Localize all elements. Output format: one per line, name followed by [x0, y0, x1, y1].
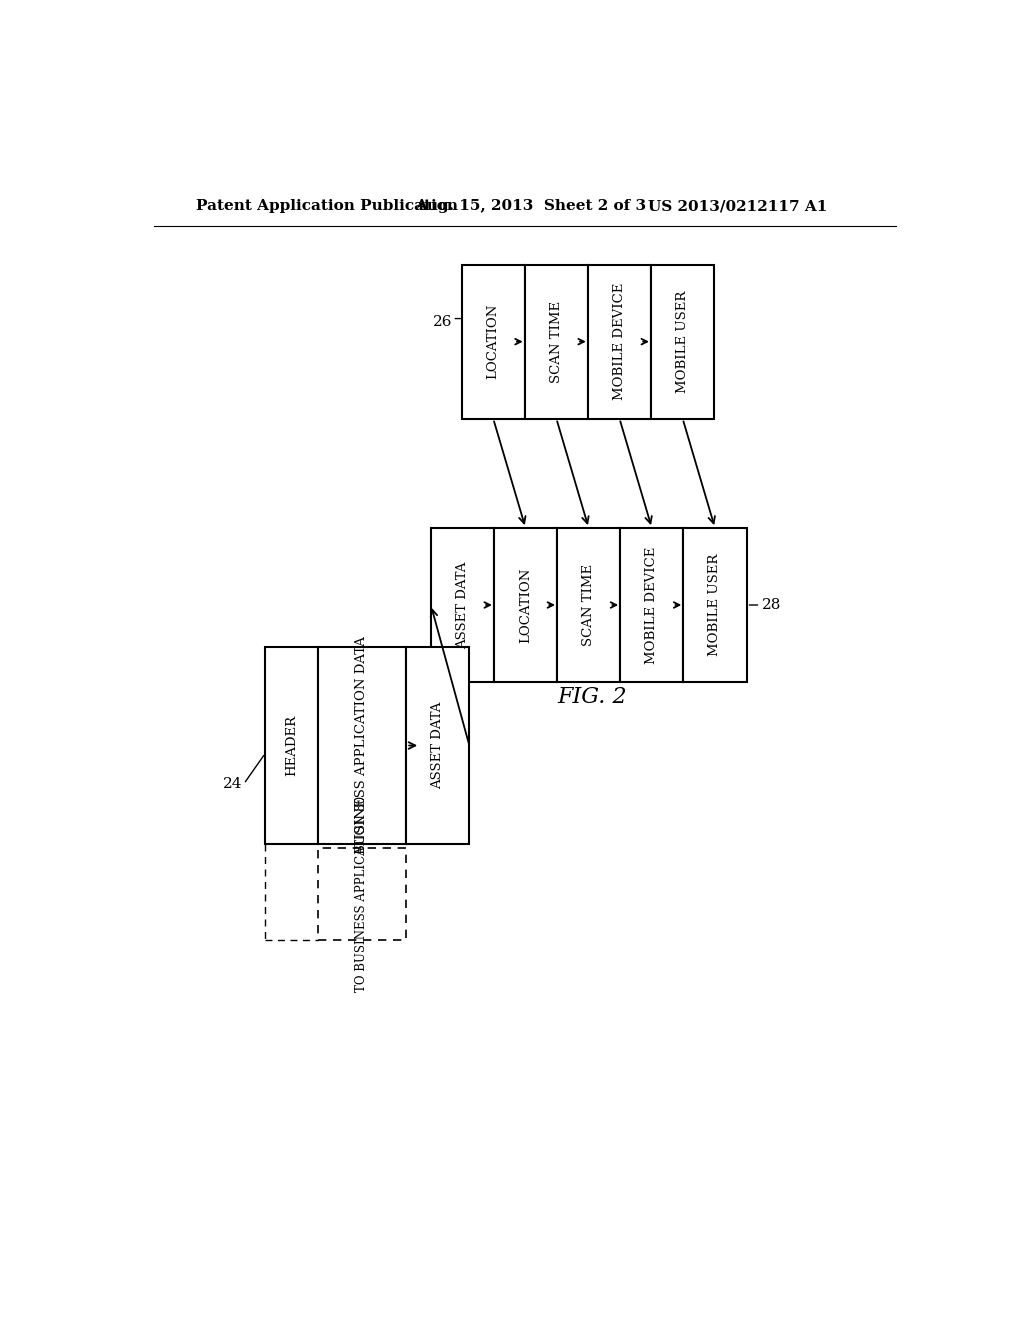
- Bar: [621, 528, 683, 682]
- Text: ASSET DATA: ASSET DATA: [431, 702, 444, 789]
- Text: SCAN TIME: SCAN TIME: [583, 564, 595, 645]
- Text: FIG. 2: FIG. 2: [558, 686, 628, 709]
- Bar: [265, 647, 317, 843]
- Bar: [557, 528, 621, 682]
- Text: ASSET DATA: ASSET DATA: [456, 561, 469, 648]
- Bar: [317, 647, 407, 843]
- Text: LOCATION: LOCATION: [519, 568, 532, 643]
- Text: Patent Application Publication: Patent Application Publication: [196, 199, 458, 213]
- Text: Aug. 15, 2013  Sheet 2 of 3: Aug. 15, 2013 Sheet 2 of 3: [416, 199, 646, 213]
- Bar: [588, 264, 651, 418]
- Text: MOBILE DEVICE: MOBILE DEVICE: [613, 282, 626, 400]
- Bar: [407, 647, 469, 843]
- Text: BUSINESS APPLICATION DATA: BUSINESS APPLICATION DATA: [355, 636, 369, 854]
- Text: US 2013/0212117 A1: US 2013/0212117 A1: [648, 199, 827, 213]
- Text: 24: 24: [222, 777, 243, 791]
- Bar: [683, 528, 746, 682]
- Text: MOBILE USER: MOBILE USER: [676, 290, 689, 393]
- Bar: [524, 264, 588, 418]
- Bar: [651, 264, 714, 418]
- Bar: [462, 264, 525, 418]
- Bar: [494, 528, 557, 682]
- Text: HEADER: HEADER: [285, 715, 298, 776]
- Text: 26: 26: [433, 314, 453, 329]
- Text: SCAN TIME: SCAN TIME: [550, 301, 563, 383]
- Bar: [431, 528, 494, 682]
- Text: TO BUSINESS APPLICATION 80: TO BUSINESS APPLICATION 80: [355, 796, 369, 991]
- Text: LOCATION: LOCATION: [486, 304, 500, 379]
- Text: 28: 28: [762, 598, 781, 612]
- FancyBboxPatch shape: [317, 847, 407, 940]
- Text: MOBILE USER: MOBILE USER: [709, 554, 722, 656]
- Text: MOBILE DEVICE: MOBILE DEVICE: [645, 546, 658, 664]
